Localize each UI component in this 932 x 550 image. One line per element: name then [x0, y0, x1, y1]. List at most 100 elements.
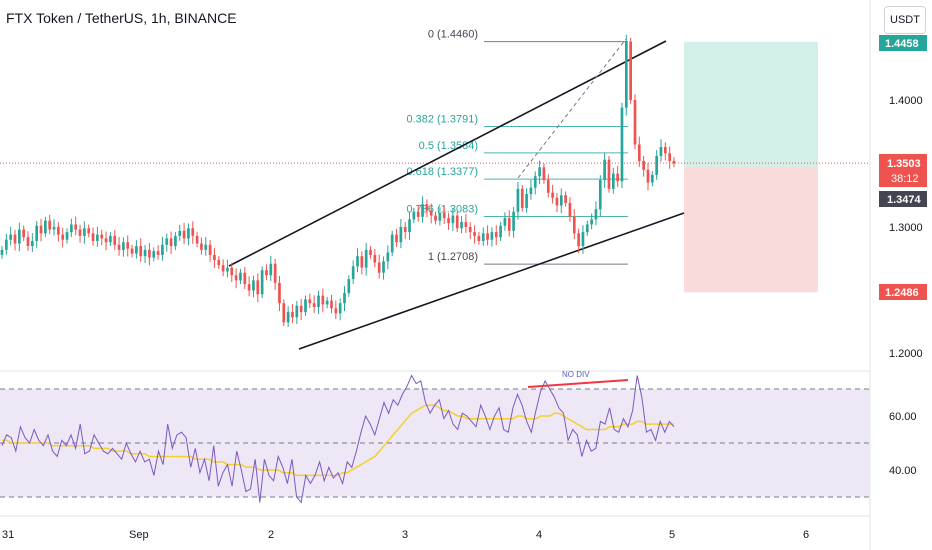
- candle-body: [208, 244, 212, 255]
- candle-body: [226, 267, 229, 272]
- candle-body: [503, 218, 507, 226]
- candle-body: [551, 192, 554, 198]
- candle-body: [117, 244, 121, 250]
- candle-body: [35, 225, 39, 241]
- candle-body: [221, 265, 225, 272]
- candle-body: [4, 239, 8, 250]
- rsi-tick: 60.00: [889, 411, 917, 423]
- candle-body: [494, 232, 498, 238]
- price-tick: 1.4000: [889, 95, 923, 107]
- candle-body: [520, 188, 524, 208]
- fib-level-label: 0.382 (1.3791): [406, 114, 478, 126]
- divergence-label: NO DIV: [562, 370, 590, 379]
- candle-body: [581, 232, 585, 247]
- candle-body: [17, 229, 21, 244]
- candle-body: [174, 235, 177, 247]
- candle-body: [499, 225, 502, 238]
- candle-body: [460, 221, 463, 229]
- candle-body: [273, 263, 277, 283]
- candle-body: [607, 159, 611, 189]
- candle-body: [100, 234, 104, 239]
- candle-body: [126, 242, 130, 249]
- target-zone[interactable]: [684, 41, 818, 167]
- candle-body: [611, 173, 615, 189]
- candle-body: [390, 234, 394, 253]
- candle-body: [343, 293, 346, 304]
- candle-body: [598, 180, 602, 210]
- candle-body: [356, 256, 359, 267]
- candle-body: [629, 41, 632, 100]
- candle-body: [624, 41, 628, 108]
- candle-body: [633, 100, 637, 145]
- candle-body: [83, 228, 86, 236]
- candle-body: [533, 176, 537, 188]
- channel-lower-line[interactable]: [298, 212, 685, 350]
- stop-zone[interactable]: [684, 166, 818, 293]
- candle-body: [555, 197, 559, 206]
- rsi-line: [1, 374, 675, 504]
- fib-trend-line: [517, 38, 627, 179]
- candle-body: [317, 295, 320, 308]
- candle-body: [169, 238, 173, 247]
- channel-upper-line[interactable]: [228, 40, 667, 267]
- candle-body: [286, 312, 290, 323]
- candle-body: [559, 195, 563, 206]
- candle-body: [655, 155, 659, 175]
- currency-button[interactable]: USDT: [884, 6, 926, 34]
- candle-body: [620, 107, 624, 182]
- candle-body: [408, 219, 411, 233]
- candle-body: [403, 227, 407, 233]
- candle-body: [113, 235, 117, 245]
- time-tick: 4: [536, 529, 542, 541]
- candle-body: [425, 204, 429, 211]
- candle-body: [143, 249, 147, 257]
- candle-body: [364, 249, 368, 268]
- candle-body: [572, 216, 576, 234]
- candle-body: [52, 227, 56, 230]
- time-tick: 5: [669, 529, 675, 541]
- candle-body: [74, 224, 78, 230]
- candle-body: [473, 232, 476, 236]
- candle-body: [239, 272, 242, 281]
- candle-body: [70, 224, 73, 233]
- target-price-label: 1.4458: [885, 38, 919, 50]
- candle-body: [434, 215, 437, 221]
- candle-body: [291, 312, 294, 318]
- candle-body: [438, 213, 442, 221]
- price-tick: 1.3000: [889, 222, 923, 234]
- candle-body: [481, 233, 485, 241]
- candle-body: [663, 146, 667, 154]
- candle-body: [585, 224, 589, 233]
- candle-body: [347, 279, 351, 294]
- candle-body: [122, 242, 125, 250]
- price-tick: 1.2000: [889, 348, 923, 360]
- candle-body: [512, 211, 515, 231]
- candle-body: [568, 202, 572, 217]
- candle-body: [13, 234, 17, 244]
- stop-price-label: 1.2486: [885, 287, 919, 299]
- divergence-line[interactable]: [527, 379, 629, 388]
- fib-level-label: 0.618 (1.3377): [406, 166, 478, 178]
- candle-body: [486, 233, 489, 240]
- candle-body: [603, 159, 606, 181]
- candle-body: [195, 235, 199, 244]
- candle-body: [213, 254, 216, 261]
- candle-body: [234, 275, 238, 281]
- candle-body: [96, 234, 99, 241]
- candle-body: [247, 284, 251, 291]
- candle-body: [538, 167, 541, 177]
- candle-body: [299, 305, 303, 313]
- time-tick: 6: [803, 529, 809, 541]
- rsi-tick: 40.00: [889, 465, 917, 477]
- fib-level-label: 1 (1.2708): [428, 251, 478, 263]
- candle-body: [104, 238, 108, 243]
- candle-body: [542, 167, 546, 181]
- candle-body: [269, 263, 273, 276]
- candle-body: [672, 160, 676, 164]
- candle-body: [304, 299, 307, 313]
- candle-body: [308, 299, 312, 304]
- candle-body: [577, 233, 580, 247]
- fib-retracement[interactable]: 0 (1.4460) 0.382 (1.3791) 0.5 (1.3584) 0.61…: [406, 29, 628, 265]
- candle-body: [61, 234, 65, 240]
